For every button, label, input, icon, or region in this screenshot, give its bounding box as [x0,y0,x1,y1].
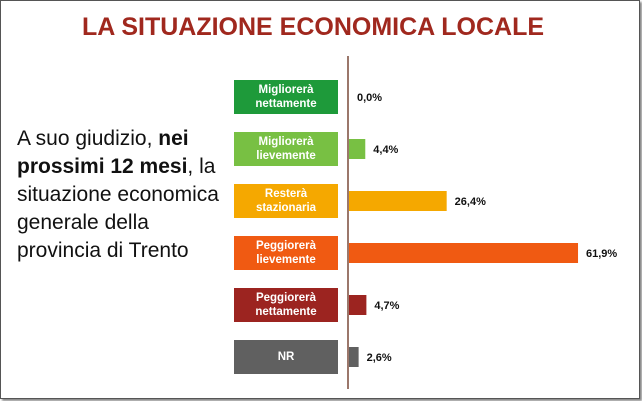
category-label: Peggiorerà lievemente [234,236,338,270]
bar [349,347,359,367]
category-label: Resterà stazionaria [234,184,338,218]
value-label: 26,4% [455,196,486,208]
category-label: Migliorerà lievemente [234,132,338,166]
category-label: NR [234,340,338,374]
bar [349,139,366,159]
slide-title: LA SITUAZIONE ECONOMICA LOCALE [81,13,545,41]
value-label: 2,6% [367,352,392,364]
value-label: 61,9% [586,248,617,260]
bar [349,295,367,315]
category-label: Migliorerà nettamente [234,80,338,114]
value-label: 4,7% [374,300,399,312]
question-part: , la situazione economica generale della… [17,155,219,262]
question-part: A suo giudizio, [17,127,159,150]
category-label: Peggiorerà nettamente [234,288,338,322]
value-label: 4,4% [373,144,398,156]
question-emphasis: nei prossimi 12 mesi [17,127,189,178]
bar [349,243,579,263]
value-label: 0,0% [357,92,382,104]
question-text: A suo giudizio, nei prossimi 12 mesi, la… [17,125,227,265]
bar [349,191,447,211]
